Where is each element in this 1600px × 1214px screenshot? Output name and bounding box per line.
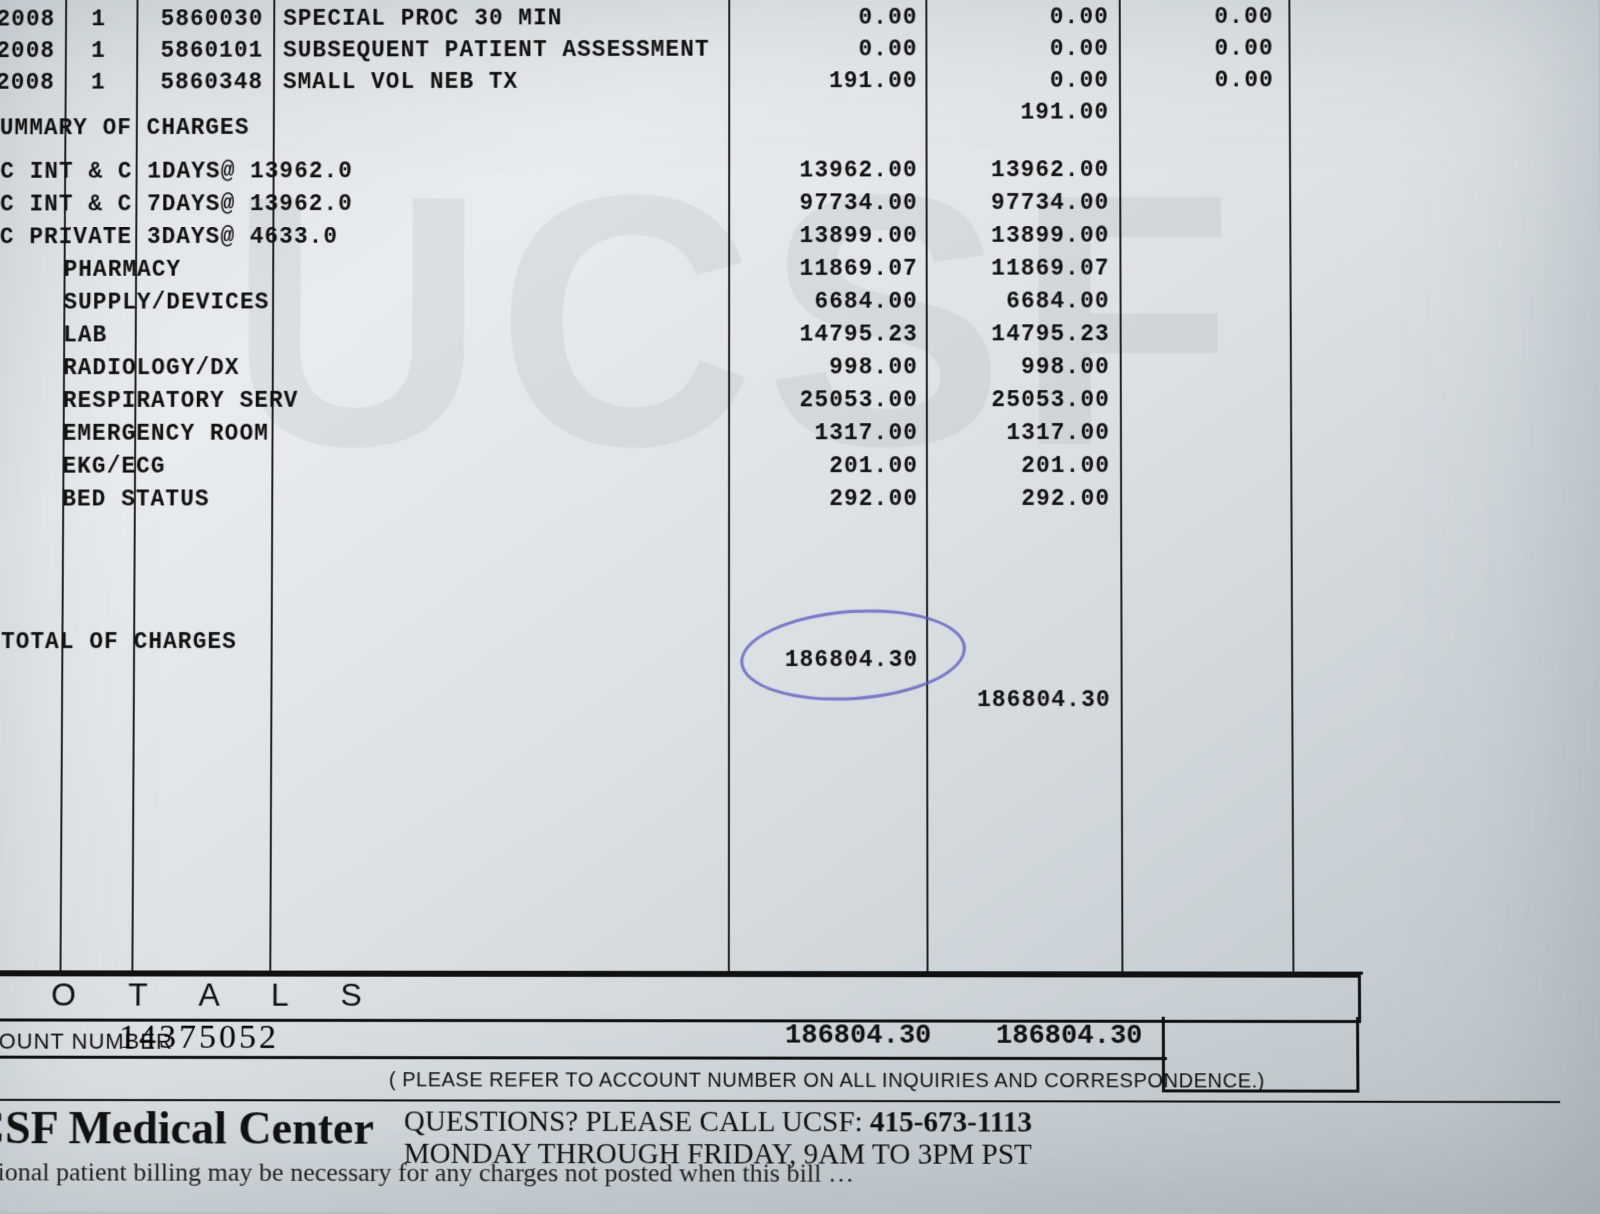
summary-amt2: 13962.00 xyxy=(922,157,1110,183)
summary-row: BED STATUS 292.00292.00 xyxy=(0,486,1600,521)
summary-amt2: 6684.00 xyxy=(922,288,1110,314)
line-date: 042008 xyxy=(0,0,55,1)
line-date: 042008 xyxy=(0,38,55,64)
summary-row: RESPIRATORY SERV 25053.0025053.00 xyxy=(0,387,1600,422)
summary-row: EKG/ECG 201.00201.00 xyxy=(0,453,1600,488)
summary-header-row: SUMMARY OF CHARGES xyxy=(0,113,1599,150)
summary-amt2: 1317.00 xyxy=(922,420,1110,446)
line-amt2: 0.00 xyxy=(921,4,1108,30)
summary-amt1: 13899.00 xyxy=(710,223,917,249)
line-code: 5860101 xyxy=(144,38,263,64)
account-refer-note: ( PLEASE REFER TO ACCOUNT NUMBER ON ALL … xyxy=(389,1069,1265,1093)
summary-amt2: 97734.00 xyxy=(922,190,1110,216)
line-amt2: 0.00 xyxy=(921,68,1109,94)
summary-amt1: 1317.00 xyxy=(710,420,918,446)
summary-amt1: 11869.07 xyxy=(710,256,918,282)
summary-amt1: 6684.00 xyxy=(710,289,918,315)
line-amt1: 0.00 xyxy=(710,5,917,31)
summary-amt1: 292.00 xyxy=(710,486,918,512)
line-qty: 1 xyxy=(69,38,129,64)
line-amt3: 0.00 xyxy=(1114,4,1274,30)
summary-amt2: 292.00 xyxy=(922,486,1110,512)
summary-label: R&C INT & C 1DAYS@ 13962.0 xyxy=(0,158,607,185)
summary-amt2: 11869.07 xyxy=(922,256,1110,282)
summary-label: LAB xyxy=(63,322,620,348)
summary-row: R&C INT & C 7DAYS@ 13962.0 97734.0097734.… xyxy=(0,189,1600,225)
account-number-value: 14375052 xyxy=(119,1019,279,1057)
summary-label: R&C INT & C 7DAYS@ 13962.0 xyxy=(0,191,607,218)
line-amt3: 0.00 xyxy=(1114,67,1274,93)
summary-row: EMERGENCY ROOM 1317.001317.00 xyxy=(0,420,1600,455)
line-qty: 1 xyxy=(69,6,129,32)
summary-amt1: 13962.00 xyxy=(710,157,917,183)
summary-amt1: 97734.00 xyxy=(710,190,917,216)
summary-label: SUPPLY/DEVICES xyxy=(63,289,620,316)
charge-grid: 04200815860029SPECIAL PROC 15 MINS0.0071… xyxy=(0,0,1600,972)
summary-amt1: 998.00 xyxy=(710,354,918,380)
line-code: 5860348 xyxy=(144,69,263,95)
line-qty: 1 xyxy=(69,70,129,96)
summary-row: R&C INT & C 1DAYS@ 13962.0 13962.0013962.… xyxy=(0,156,1599,192)
line-amt1: 0.00 xyxy=(710,36,917,62)
line-amt2: 0.00 xyxy=(921,36,1108,62)
line-code: 5860030 xyxy=(144,6,263,32)
summary-amt2: 25053.00 xyxy=(922,387,1110,413)
summary-label: EKG/ECG xyxy=(62,453,620,479)
summary-label: PHARMACY xyxy=(64,256,621,283)
summary-header-label: SUMMARY OF CHARGES xyxy=(0,114,621,141)
line-desc: SMALL VOL NEB TX xyxy=(283,69,710,96)
summary-label: R&C PRIVATE 3DAYS@ 4633.0 xyxy=(0,223,607,250)
summary-amt1: 25053.00 xyxy=(710,387,918,413)
totals-amount-1: 186804.30 xyxy=(785,1021,931,1051)
summary-amt1: 14795.23 xyxy=(710,322,918,348)
subtotal-amt2: 186804.30 xyxy=(922,687,1111,713)
brand-logo-text: UCSF Medical Center xyxy=(0,1101,374,1155)
questions-line-1: QUESTIONS? PLEASE CALL UCSF: 415-673-111… xyxy=(404,1105,1032,1139)
line-amt3: 0.00 xyxy=(1114,36,1274,62)
summary-row: LAB 14795.2314795.23 xyxy=(0,321,1600,357)
summary-amt2: 201.00 xyxy=(922,453,1110,479)
line-date: 042008 xyxy=(0,70,55,96)
paper-sheet: UCSF 04200815860029SPECIAL PROC 15 MINS0… xyxy=(0,0,1600,1214)
line-qty: 1 xyxy=(69,0,129,1)
summary-label: EMERGENCY ROOM xyxy=(63,420,621,446)
summary-label: RESPIRATORY SERV xyxy=(63,388,621,414)
summary-label: BED STATUS xyxy=(62,486,620,512)
questions-phone: 415-673-1113 xyxy=(870,1106,1032,1139)
brand-text: UCSF Medical Center xyxy=(0,1102,374,1154)
totals-amount-2: 186804.30 xyxy=(996,1022,1143,1052)
summary-amt2: 998.00 xyxy=(922,354,1110,380)
summary-amt1: 201.00 xyxy=(710,453,918,479)
questions-prefix: QUESTIONS? PLEASE CALL UCSF: xyxy=(404,1105,870,1138)
summary-amt2: 14795.23 xyxy=(922,321,1110,347)
summary-row: R&C PRIVATE 3DAYS@ 4633.0 13899.0013899.0… xyxy=(0,222,1600,258)
totals-label: T O T A L S xyxy=(0,976,384,1014)
summary-row: PHARMACY 11869.0711869.07 xyxy=(0,255,1600,291)
summary-label: RADIOLOGY/DX xyxy=(63,355,620,381)
line-amt1: 191.00 xyxy=(710,68,917,94)
summary-row: RADIOLOGY/DX 998.00998.00 xyxy=(0,354,1600,389)
line-desc: SUBSEQUENT PATIENT ASSESSMENT xyxy=(283,37,710,64)
summary-row: SUPPLY/DEVICES 6684.006684.00 xyxy=(0,288,1600,324)
line-desc: SPECIAL PROC 30 MIN xyxy=(283,5,710,32)
summary-amt2: 13899.00 xyxy=(922,223,1110,249)
fine-print: Additional patient billing may be necess… xyxy=(0,1157,1546,1190)
line-date: 042008 xyxy=(0,7,55,33)
